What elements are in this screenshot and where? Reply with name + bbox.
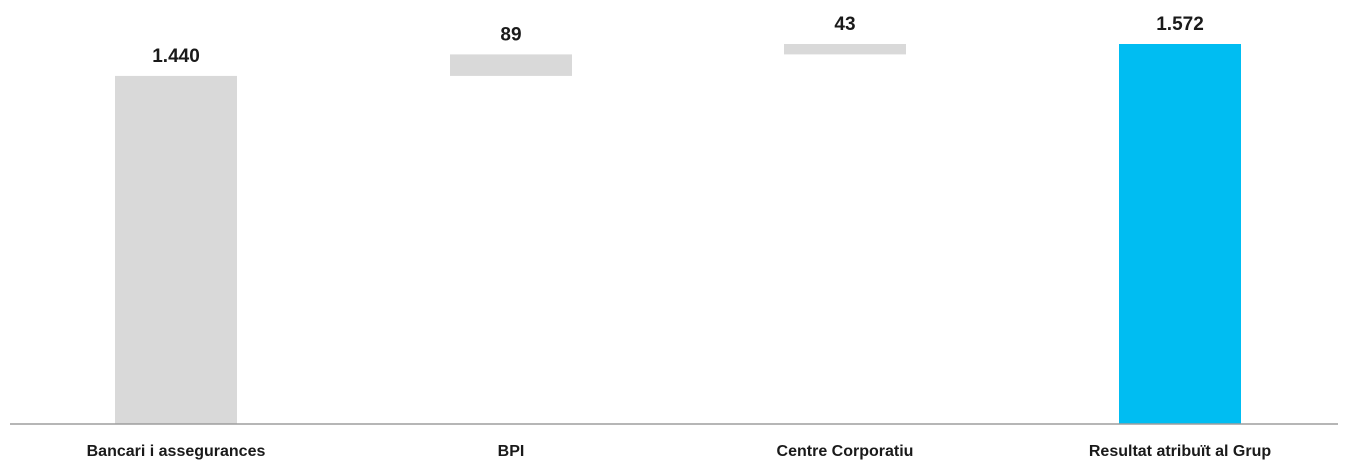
category-label-4: Resultat atribuït al Grup bbox=[1089, 443, 1271, 460]
value-label-4: 1.572 bbox=[1156, 14, 1204, 35]
bar-3 bbox=[784, 44, 906, 55]
category-labels-group: Bancari i assegurances BPI Centre Corporat… bbox=[87, 443, 1272, 460]
bar-1 bbox=[115, 75, 237, 425]
value-labels-group: 1.440 89 43 1.572 bbox=[152, 14, 1204, 67]
value-label-1: 1.440 bbox=[152, 46, 200, 67]
category-label-3: Centre Corporatiu bbox=[777, 443, 914, 460]
bar-2 bbox=[450, 54, 572, 76]
bars-group bbox=[115, 44, 1241, 425]
value-label-3: 43 bbox=[834, 14, 855, 35]
value-label-2: 89 bbox=[500, 24, 521, 45]
category-label-1: Bancari i assegurances bbox=[87, 443, 266, 460]
category-label-2: BPI bbox=[498, 443, 525, 460]
bar-4 bbox=[1119, 44, 1241, 424]
